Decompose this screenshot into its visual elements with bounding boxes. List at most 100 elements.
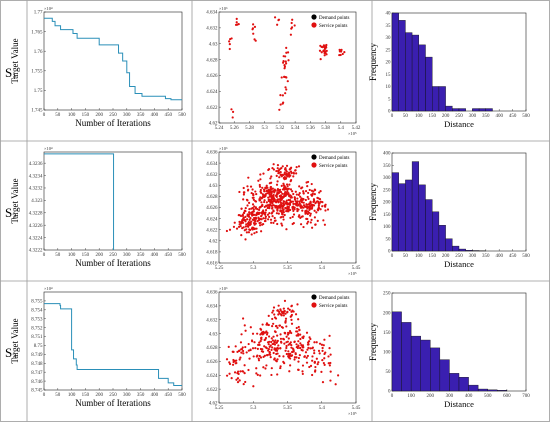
service-point bbox=[281, 102, 284, 105]
service-point bbox=[286, 311, 289, 314]
service-point bbox=[283, 331, 286, 334]
service-point bbox=[319, 44, 322, 47]
service-point bbox=[263, 200, 266, 204]
y-tick-label: 10 bbox=[386, 85, 392, 90]
histogram-bar bbox=[425, 199, 433, 252]
y-tick-label: 4.3226 bbox=[29, 224, 43, 229]
service-point bbox=[282, 200, 285, 203]
service-point bbox=[302, 191, 305, 195]
y-tick-label: 8.754 bbox=[31, 309, 43, 314]
service-point bbox=[256, 332, 259, 335]
service-point bbox=[265, 192, 268, 195]
y-tick-label: 8.746 bbox=[31, 380, 43, 385]
service-point bbox=[316, 200, 319, 203]
service-point bbox=[290, 331, 293, 335]
service-point bbox=[247, 342, 250, 346]
service-point bbox=[282, 215, 285, 218]
y-tick-label: 40 bbox=[386, 12, 392, 17]
service-point bbox=[276, 222, 279, 226]
service-point bbox=[289, 216, 292, 220]
service-point bbox=[281, 192, 284, 195]
service-point bbox=[248, 211, 251, 214]
service-point bbox=[287, 337, 290, 340]
service-point bbox=[271, 207, 274, 210]
service-point bbox=[240, 333, 243, 336]
service-point bbox=[341, 52, 344, 56]
service-point bbox=[289, 180, 292, 183]
service-point bbox=[325, 46, 328, 49]
y-tick-label: 1.745 bbox=[31, 109, 43, 114]
x-tick-label: 5.4 bbox=[338, 126, 345, 131]
x-axis-label: Number of Iterations bbox=[75, 118, 151, 128]
service-point bbox=[266, 213, 270, 216]
service-point bbox=[272, 335, 275, 338]
service-point bbox=[308, 336, 311, 339]
service-point bbox=[294, 169, 297, 172]
service-point bbox=[277, 344, 280, 347]
service-point bbox=[291, 309, 294, 312]
service-point bbox=[230, 108, 233, 111]
service-point bbox=[260, 230, 263, 233]
service-point bbox=[316, 363, 319, 366]
service-point bbox=[282, 196, 285, 199]
service-point bbox=[299, 342, 302, 345]
histogram-bar bbox=[458, 377, 469, 392]
service-point bbox=[278, 176, 281, 179]
service-point bbox=[285, 228, 288, 231]
y-exponent-label: ×10⁴ bbox=[44, 6, 53, 11]
service-point bbox=[314, 365, 317, 369]
service-point bbox=[269, 186, 272, 189]
service-point bbox=[269, 201, 273, 204]
service-point bbox=[283, 178, 286, 181]
legend-marker-service bbox=[311, 22, 317, 28]
service-point bbox=[260, 201, 263, 204]
legend-label-service: Service points bbox=[319, 304, 348, 309]
service-point bbox=[231, 110, 235, 113]
service-point bbox=[276, 187, 280, 191]
row-label-letter: S bbox=[5, 345, 12, 360]
service-point bbox=[277, 212, 280, 215]
y-tick-label: 150 bbox=[383, 331, 391, 336]
service-point bbox=[276, 205, 279, 208]
service-point bbox=[264, 217, 267, 220]
service-point bbox=[317, 361, 320, 364]
x-tick-label: 300 bbox=[123, 113, 131, 118]
service-point bbox=[270, 337, 273, 340]
service-point bbox=[301, 344, 305, 347]
y-tick-label: 4.628 bbox=[206, 195, 218, 200]
x-tick-label: 500 bbox=[178, 393, 186, 398]
service-point bbox=[233, 221, 236, 224]
service-point bbox=[321, 381, 325, 384]
service-point bbox=[290, 21, 293, 25]
service-point bbox=[267, 348, 270, 351]
service-point bbox=[315, 341, 318, 344]
service-point bbox=[242, 317, 245, 320]
service-point bbox=[255, 367, 258, 370]
service-point bbox=[338, 53, 341, 57]
x-tick-label: 0 bbox=[391, 254, 394, 259]
service-point bbox=[304, 190, 308, 193]
service-point bbox=[266, 331, 269, 335]
service-point bbox=[269, 188, 272, 191]
service-point bbox=[273, 347, 276, 350]
service-point bbox=[288, 195, 291, 198]
service-point bbox=[228, 47, 231, 51]
y-tick-label: 4.632 bbox=[206, 173, 218, 178]
service-point bbox=[227, 345, 230, 348]
row-label-subscript: 1 bbox=[12, 72, 16, 81]
x-tick-label: 700 bbox=[522, 394, 530, 399]
service-point bbox=[280, 222, 283, 225]
service-point bbox=[306, 343, 310, 346]
service-point bbox=[284, 321, 287, 324]
service-point bbox=[338, 48, 341, 51]
x-tick-label: 350 bbox=[137, 253, 145, 258]
service-point bbox=[285, 62, 288, 65]
service-point bbox=[262, 210, 265, 214]
x-tick-label: 100 bbox=[68, 393, 76, 398]
service-point bbox=[276, 208, 279, 211]
service-point bbox=[285, 199, 288, 202]
legend-label-demand: Demand points bbox=[319, 296, 349, 301]
service-point bbox=[260, 214, 263, 217]
service-point bbox=[276, 198, 279, 201]
service-point bbox=[264, 215, 267, 218]
